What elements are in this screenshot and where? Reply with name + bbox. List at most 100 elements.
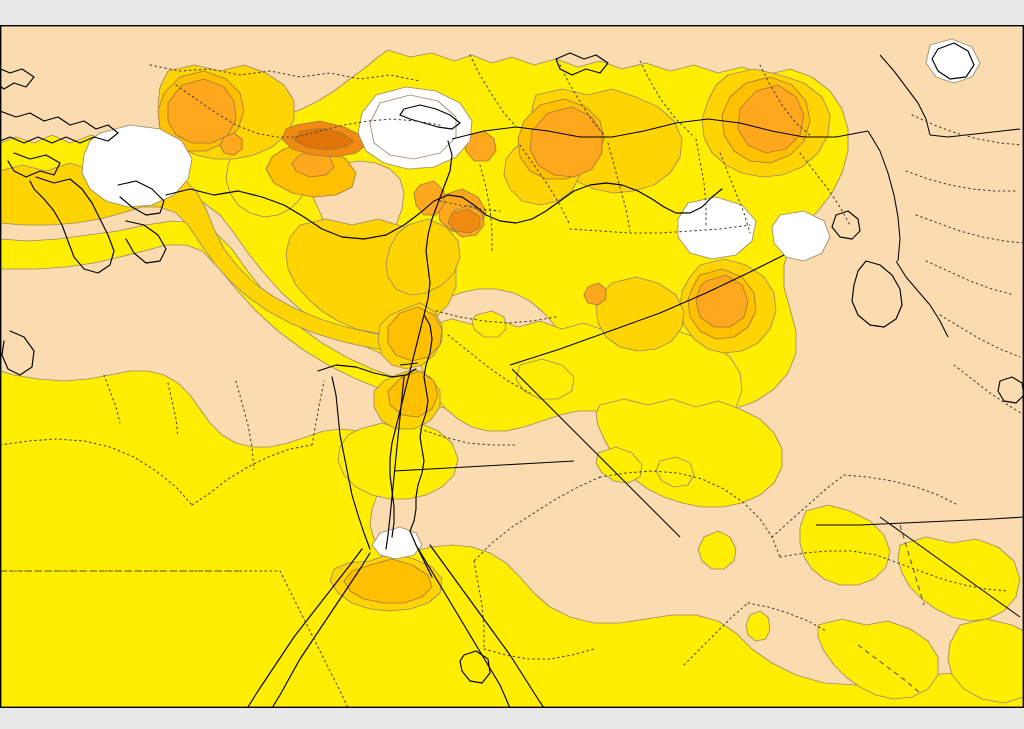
admin-border xyxy=(419,428,517,446)
national-border-turkey-syria xyxy=(451,118,869,140)
admin-border xyxy=(953,364,1024,416)
coastline-gulf xyxy=(851,260,903,328)
admin-border xyxy=(759,64,813,138)
coastline xyxy=(0,68,35,90)
admin-border xyxy=(569,224,751,234)
admin-border xyxy=(447,334,531,394)
admin-border xyxy=(279,570,349,708)
contour-band-orange xyxy=(167,78,805,328)
contour-poly xyxy=(343,558,433,604)
admin-border xyxy=(599,470,781,558)
admin-border xyxy=(439,200,501,212)
admin-border xyxy=(719,152,751,234)
map-frame xyxy=(0,25,1024,708)
coastline-red-sea-east xyxy=(429,544,545,708)
contour-poly xyxy=(583,282,607,306)
nile-east-branch xyxy=(385,376,405,550)
coastline xyxy=(1,330,35,376)
admin-border-layer xyxy=(0,54,1024,708)
admin-border xyxy=(915,214,1024,244)
coastline-levant xyxy=(389,140,453,538)
admin-border xyxy=(473,476,601,562)
coastline-red-sea-west xyxy=(415,544,511,708)
contour-poly xyxy=(387,306,443,362)
contour-poly xyxy=(371,526,423,560)
contour-poly xyxy=(369,94,457,160)
contour-band-white xyxy=(81,38,981,560)
contour-poly xyxy=(387,370,439,418)
admin-border xyxy=(469,54,519,130)
coastline-cyprus xyxy=(399,104,461,130)
admin-border xyxy=(905,170,1017,192)
coastline-suez-east xyxy=(271,552,371,708)
admin-border xyxy=(911,114,1023,146)
admin-border xyxy=(149,64,421,82)
weather-map-svg xyxy=(0,25,1024,708)
national-border-iran xyxy=(867,130,901,262)
admin-border xyxy=(939,314,1021,358)
contour-poly xyxy=(447,208,481,234)
admin-border xyxy=(897,562,1009,592)
national-border-ne2 xyxy=(929,128,1021,138)
coastline-jordan-valley xyxy=(409,314,433,532)
admin-border xyxy=(925,260,1015,296)
footer-bar xyxy=(0,708,1024,729)
contour-poly xyxy=(595,446,643,484)
admin-border xyxy=(479,164,493,254)
national-border-iran-s xyxy=(895,260,949,338)
coastline xyxy=(125,220,167,264)
national-border xyxy=(879,516,1021,618)
disputed-border xyxy=(899,524,925,606)
admin-border xyxy=(311,380,325,446)
admin-border xyxy=(103,374,121,424)
coastline xyxy=(29,176,115,274)
disputed-border-layer xyxy=(0,524,925,694)
coastline-gulf-island xyxy=(831,210,861,240)
contour-poly xyxy=(595,276,685,352)
admin-border xyxy=(167,382,179,438)
contour-poly xyxy=(81,124,193,208)
national-border xyxy=(511,368,681,538)
admin-border xyxy=(191,444,313,506)
contour-poly xyxy=(677,196,757,260)
coastline-layer xyxy=(0,42,1024,708)
national-border-layer xyxy=(393,54,1024,618)
admin-border xyxy=(483,648,595,660)
national-border xyxy=(399,362,419,366)
header-bar xyxy=(0,0,1024,25)
coastline-aqaba xyxy=(409,530,433,578)
national-border xyxy=(393,460,575,472)
coastline-caspian xyxy=(931,42,975,80)
admin-border xyxy=(519,144,571,226)
admin-border xyxy=(639,60,693,136)
contour-poly xyxy=(897,536,1021,622)
contour-poly xyxy=(655,456,695,488)
contour-poly xyxy=(529,106,603,178)
coastline xyxy=(0,110,119,144)
admin-border xyxy=(695,138,707,228)
admin-border xyxy=(799,152,851,226)
nile-west-branch xyxy=(331,376,371,550)
coastline xyxy=(7,152,61,178)
contour-poly xyxy=(697,530,737,570)
coastline-turkey-south xyxy=(165,182,723,240)
coastline-lake xyxy=(555,52,609,76)
admin-border xyxy=(235,380,255,470)
national-border xyxy=(816,516,1024,526)
contour-poly xyxy=(293,127,355,151)
contour-poly xyxy=(515,358,575,400)
contour-poly xyxy=(745,610,771,642)
coastline-east xyxy=(997,376,1024,404)
coastline-island xyxy=(459,650,491,684)
admin-border xyxy=(771,474,845,538)
contour-poly xyxy=(771,210,831,262)
contour-band-deep-orange xyxy=(281,120,481,234)
national-border xyxy=(509,254,785,366)
contour-poly xyxy=(219,132,243,156)
admin-border xyxy=(559,64,609,140)
admin-border xyxy=(683,602,749,666)
coastline-nile-delta xyxy=(317,364,417,378)
map-canvas[interactable] xyxy=(0,25,1024,708)
disputed-border xyxy=(857,644,921,694)
contour-poly xyxy=(385,218,461,296)
